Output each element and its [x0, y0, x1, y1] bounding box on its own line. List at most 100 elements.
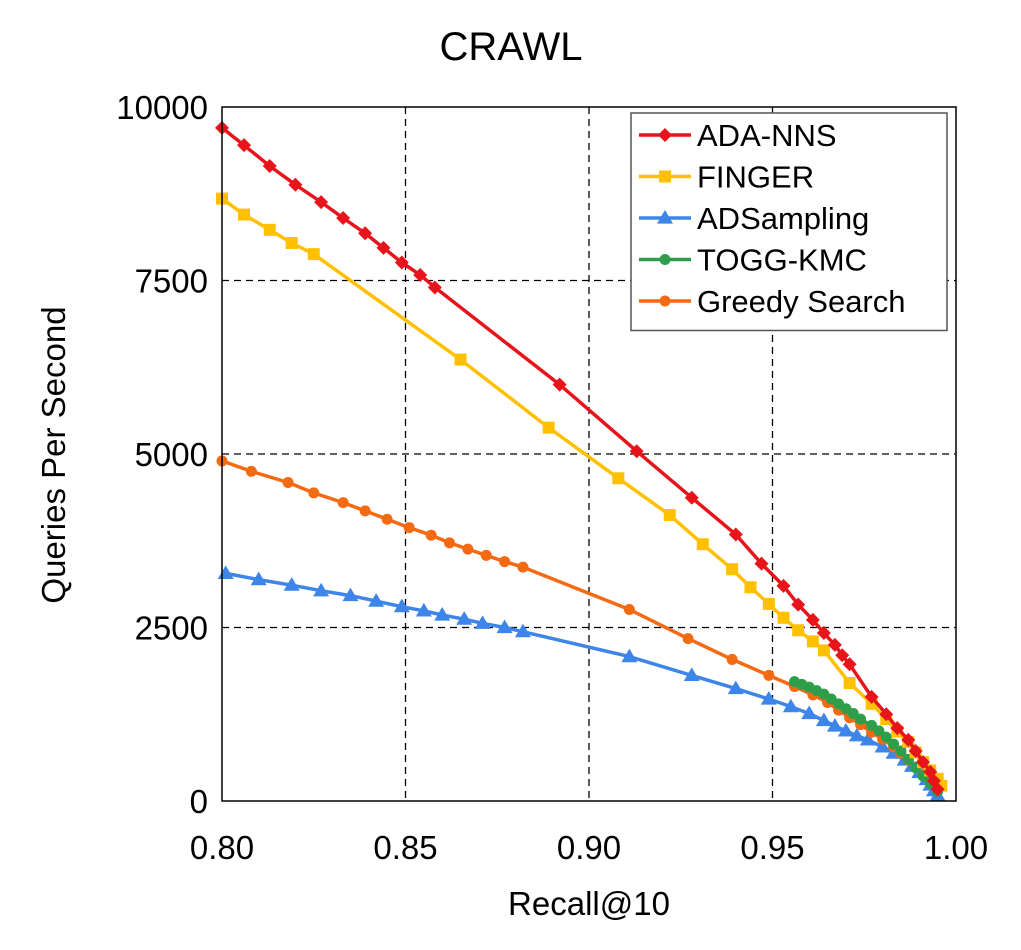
- data-point: [915, 755, 930, 770]
- data-point: [843, 677, 856, 690]
- data-point: [727, 680, 744, 695]
- data-point: [337, 497, 349, 509]
- data-point: [880, 731, 892, 743]
- data-point: [901, 732, 916, 747]
- data-point: [285, 237, 298, 250]
- legend-label: ADSampling: [697, 201, 869, 236]
- data-point: [307, 248, 320, 261]
- data-point: [250, 571, 267, 586]
- data-point: [425, 529, 437, 541]
- data-point: [754, 556, 769, 571]
- legend-box: [630, 112, 948, 332]
- data-point: [827, 637, 842, 652]
- data-point: [434, 607, 451, 621]
- y-tick-label: 2500: [135, 610, 208, 647]
- data-point: [864, 689, 879, 704]
- data-point: [413, 267, 428, 282]
- legend-marker: [659, 295, 671, 307]
- x-tick-label: 1.00: [924, 829, 988, 866]
- legend-item: ADA-NNS: [639, 118, 837, 153]
- data-point: [499, 556, 511, 568]
- legend-label: TOGG-KMC: [697, 243, 867, 278]
- data-point: [237, 138, 252, 153]
- y-axis-label: Queries Per Second: [35, 306, 72, 603]
- y-tick-labels: 0 2500 5000 7500 10000: [116, 89, 208, 820]
- data-point: [890, 721, 905, 736]
- x-tick-label: 0.85: [373, 829, 437, 866]
- data-point: [542, 421, 555, 434]
- legend-item: TOGG-KMC: [639, 243, 867, 278]
- data-point: [683, 667, 700, 681]
- data-point: [381, 513, 393, 525]
- data-point: [848, 727, 865, 742]
- data-point: [873, 725, 885, 737]
- data-point: [874, 738, 891, 753]
- data-point: [826, 718, 843, 732]
- data-point: [908, 744, 923, 759]
- y-tick-label: 10000: [116, 89, 208, 126]
- data-point: [427, 280, 442, 295]
- data-point: [859, 731, 876, 746]
- data-point: [514, 623, 531, 638]
- series-adsampling: [217, 565, 946, 802]
- legend-marker: [659, 254, 671, 265]
- grid: [222, 107, 956, 801]
- data-point: [815, 712, 832, 727]
- data-point: [806, 635, 819, 648]
- data-point: [782, 698, 799, 713]
- data-point: [462, 543, 474, 555]
- data-point: [837, 722, 854, 737]
- y-tick-label: 5000: [135, 436, 208, 473]
- legend-marker: [658, 128, 672, 142]
- data-point: [314, 195, 329, 210]
- data-point: [263, 223, 276, 236]
- data-point: [217, 565, 234, 579]
- data-point: [394, 255, 409, 270]
- data-point: [805, 612, 820, 627]
- data-point: [623, 603, 635, 615]
- x-tick-label: 0.80: [190, 829, 254, 866]
- data-point: [879, 707, 894, 722]
- legend-label: ADA-NNS: [697, 118, 837, 153]
- data-point: [415, 602, 432, 617]
- legend-item: ADSampling: [639, 201, 869, 236]
- legend-label: FINGER: [697, 160, 814, 195]
- chart-title: CRAWL: [440, 25, 583, 69]
- data-point: [368, 593, 385, 607]
- data-point: [663, 509, 676, 522]
- series-line: [225, 571, 939, 797]
- data-point: [817, 644, 830, 657]
- legend-item: FINGER: [639, 160, 814, 195]
- data-point: [393, 598, 410, 613]
- data-point: [930, 782, 945, 797]
- data-point: [308, 487, 320, 499]
- data-point: [456, 611, 473, 625]
- data-point: [342, 587, 359, 602]
- data-point: [262, 158, 277, 173]
- x-axis-label: Recall@10: [508, 885, 670, 922]
- y-tick-label: 7500: [135, 263, 208, 300]
- data-point: [835, 648, 850, 663]
- y-tick-label: 0: [190, 783, 208, 820]
- data-point: [726, 563, 739, 576]
- data-point: [682, 633, 694, 645]
- legend-label: Greedy Search: [697, 284, 906, 319]
- data-point: [444, 537, 456, 549]
- data-point: [684, 490, 699, 505]
- plot-frame: [221, 106, 957, 802]
- legend-item: Greedy Search: [639, 284, 906, 319]
- data-point: [336, 211, 351, 226]
- series-greedy-search: [216, 455, 944, 797]
- data-point: [403, 522, 415, 534]
- data-point: [777, 611, 790, 624]
- data-point: [895, 745, 907, 757]
- data-point: [696, 538, 709, 551]
- data-point: [359, 505, 371, 517]
- data-point: [621, 648, 638, 663]
- data-point: [816, 626, 831, 641]
- data-point: [801, 705, 818, 720]
- data-point: [313, 582, 330, 597]
- data-point: [855, 713, 867, 725]
- data-point: [762, 597, 775, 610]
- x-tick-labels: 0.80 0.85 0.90 0.95 1.00: [190, 829, 988, 866]
